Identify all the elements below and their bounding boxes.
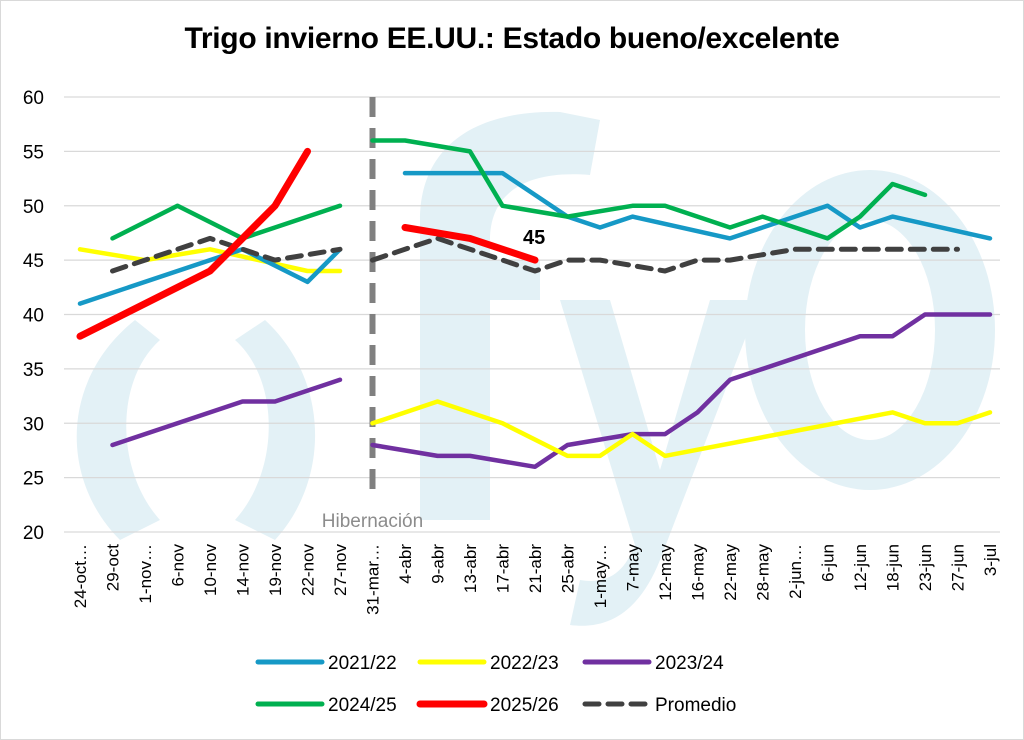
x-tick-label: 27-nov [331, 544, 350, 596]
legend-item-2023-24: 2023/24 [582, 653, 724, 674]
series-line-2021-22 [77, 247, 343, 306]
data-label: 45 [523, 227, 545, 249]
x-tick-label: 31-mar… [364, 544, 383, 615]
series-line-2025-26 [76, 147, 311, 340]
y-tick-label: 50 [23, 197, 44, 218]
legend-item-2025-26: 2025/26 [416, 695, 559, 716]
x-tick-label: 24-oct… [71, 544, 90, 608]
legend-label: Promedio [655, 695, 736, 716]
legend-label: 2025/26 [490, 695, 559, 716]
x-tick-label: 12-jun [851, 544, 870, 591]
data-labels: 45 [523, 227, 545, 249]
x-tick-label: 27-jun [949, 544, 968, 591]
x-tick-label: 21-abr [526, 544, 545, 593]
x-tick-label: 22-nov [299, 544, 318, 596]
legend-label: 2024/25 [328, 695, 397, 716]
series-line-2023-24 [110, 377, 343, 448]
series-line-2021-22 [402, 170, 993, 241]
x-tick-label: 18-jun [884, 544, 903, 591]
x-tick-label: 9-abr [429, 544, 448, 584]
x-tick-label: 6-jun [819, 544, 838, 582]
legend: 2021/22 2022/23 2023/24 2024/25 2025/26 Prome… [255, 653, 736, 716]
legend-item-2024-25: 2024/25 [255, 695, 397, 716]
x-tick-label: 3-jul [981, 544, 1000, 576]
series-lines [76, 138, 993, 470]
series-line-2023-24 [370, 312, 993, 470]
x-tick-label: 10-nov [201, 544, 220, 596]
x-tick-label: 29-oct [104, 544, 123, 592]
y-tick-label: 40 [23, 306, 44, 327]
y-tick-label: 20 [23, 523, 44, 544]
legend-label: 2022/23 [490, 653, 559, 674]
x-tick-label: 25-abr [559, 544, 578, 593]
series-line-2024-25 [110, 203, 343, 241]
y-tick-label: 30 [23, 414, 44, 435]
x-tick-label: 6-nov [169, 544, 188, 587]
x-tick-label: 7-may [624, 544, 643, 592]
series-line-2022-23 [370, 399, 993, 459]
x-tick-label: 22-may [721, 544, 740, 601]
y-axis-ticks: 20 25 30 35 40 45 50 55 60 [23, 88, 44, 544]
x-axis-ticks: 24-oct… 29-oct 1-nov… 6-nov 10-nov 14-nov 19-n… [71, 544, 1000, 615]
series-line-promedio [370, 235, 960, 274]
x-tick-label: 14-nov [234, 544, 253, 596]
series-line-2025-26 [401, 224, 539, 264]
y-tick-label: 45 [23, 251, 44, 272]
x-tick-label: 23-jun [916, 544, 935, 591]
x-tick-label: 17-abr [494, 544, 513, 593]
x-tick-label: 28-may [754, 544, 773, 601]
y-tick-label: 25 [23, 469, 44, 490]
y-tick-label: 55 [23, 142, 44, 163]
series-line-2024-25 [370, 138, 928, 241]
watermark-o-hole [805, 220, 935, 440]
legend-item-promedio: Promedio [582, 695, 736, 716]
y-tick-label: 60 [23, 88, 44, 109]
x-tick-label: 1-nov… [136, 544, 155, 604]
x-tick-label: 1-may… [591, 544, 610, 608]
x-tick-label: 13-abr [461, 544, 480, 593]
x-tick-label: 16-may [689, 544, 708, 601]
hibernation-divider: Hibernación [322, 97, 423, 532]
hibernation-label: Hibernación [322, 511, 423, 532]
x-tick-label: 4-abr [396, 544, 415, 584]
x-tick-label: 2-jun… [786, 544, 805, 599]
series-line-promedio [110, 235, 343, 274]
legend-label: 2023/24 [655, 653, 724, 674]
x-tick-label: 12-may [656, 544, 675, 601]
legend-label: 2021/22 [328, 653, 397, 674]
x-tick-label: 19-nov [266, 544, 285, 596]
legend-item-2021-22: 2021/22 [255, 653, 397, 674]
chart-title: Trigo invierno EE.UU.: Estado bueno/exce… [184, 22, 840, 55]
legend-item-2022-23: 2022/23 [417, 653, 559, 674]
y-tick-label: 35 [23, 360, 44, 381]
